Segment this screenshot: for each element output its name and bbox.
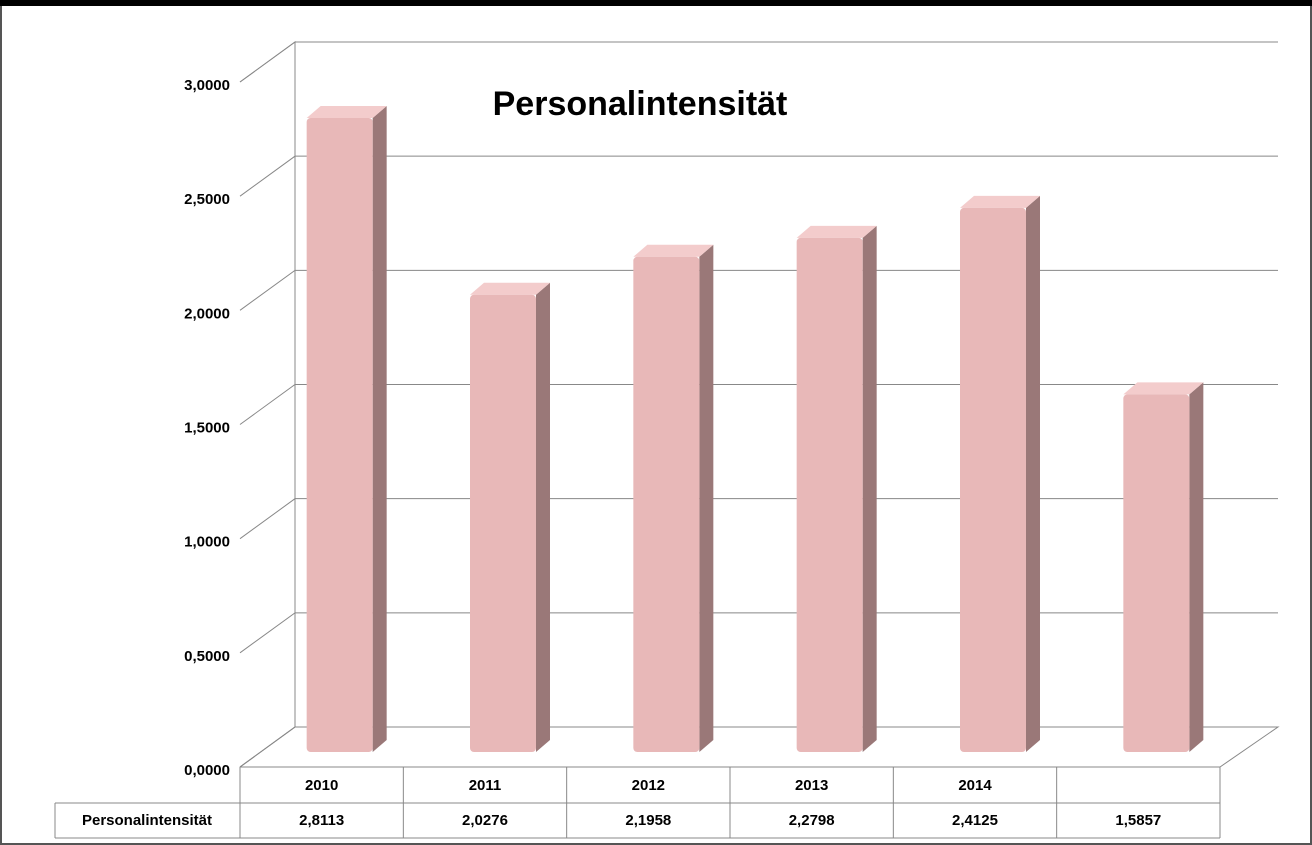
bar-face (960, 207, 1026, 752)
x-tick-label: 2012 (632, 777, 665, 794)
grid-line (239, 612, 1278, 654)
bar (1123, 382, 1204, 752)
y-tick-label: 0,5000 (184, 648, 230, 665)
y-tick-label: 0,0000 (184, 762, 230, 779)
table-value: 2,4125 (952, 812, 998, 829)
bar-face (306, 106, 387, 118)
chart-title: Personalintensität (493, 85, 788, 123)
bar-face (1123, 394, 1190, 752)
grid-line (239, 726, 1278, 768)
table-value: 2,2798 (789, 812, 835, 829)
top-border (0, 0, 1312, 6)
bar-face (1189, 382, 1204, 752)
y-tick-label: 1,0000 (184, 534, 230, 551)
table-row-header: Personalintensität (82, 812, 212, 829)
y-tick-label: 1,5000 (184, 419, 230, 436)
bar-face (1026, 195, 1040, 752)
bar-face (1123, 382, 1204, 395)
table-value: 2,1958 (625, 812, 671, 829)
bar-face (960, 195, 1040, 208)
bar-face (633, 256, 700, 752)
bar-face (796, 237, 863, 753)
bar (796, 225, 877, 753)
table-value: 2,0276 (462, 812, 508, 829)
x-tick-label: 2014 (958, 777, 992, 794)
y-tick-label: 2,0000 (184, 305, 230, 322)
grid-line (239, 269, 1278, 311)
bar (306, 106, 387, 752)
grid-line (239, 41, 1278, 83)
table-value: 2,8113 (299, 812, 344, 829)
table-value: 1,5857 (1115, 812, 1161, 829)
grid-line (239, 498, 1278, 540)
bar-face (633, 244, 714, 257)
x-tick-label: 2010 (305, 777, 338, 794)
bar-face (699, 244, 714, 753)
bar (960, 195, 1040, 752)
bar-face (536, 282, 550, 752)
bar-face (796, 225, 877, 238)
bar (633, 244, 714, 753)
x-tick-label: 2011 (469, 777, 502, 794)
y-tick-label: 2,5000 (184, 191, 230, 208)
bar-face (470, 282, 550, 295)
bar-face (862, 225, 877, 753)
bar (470, 282, 550, 752)
grid-line (239, 384, 1278, 425)
bar-face (372, 106, 387, 752)
y-tick-label: 3,0000 (184, 77, 230, 94)
bar-face (306, 118, 373, 752)
x-tick-label: 2013 (795, 777, 828, 794)
grid-line (239, 155, 1278, 197)
bar-face (470, 294, 536, 752)
